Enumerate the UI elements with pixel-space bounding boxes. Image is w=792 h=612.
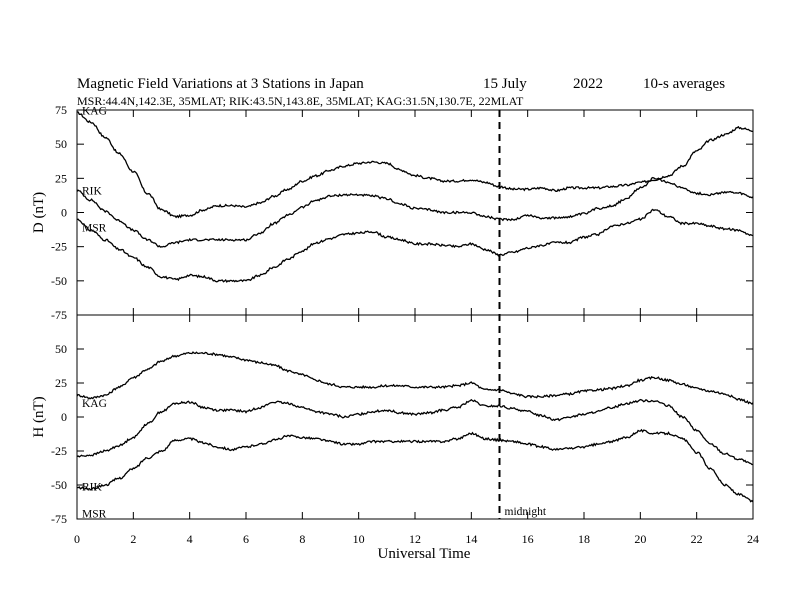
y-tick-label: 0	[61, 410, 67, 424]
y-tick-label: 50	[55, 342, 67, 356]
x-tick-label: 20	[634, 532, 646, 546]
series-line-msr-h	[76, 428, 754, 503]
chart-title-year: 2022	[573, 76, 603, 92]
x-tick-label: 22	[691, 532, 703, 546]
chart-subtitle: MSR:44.4N,142.3E, 35MLAT; RIK:43.5N,143.…	[77, 94, 524, 108]
series-label-rik: RIK	[82, 186, 103, 198]
y-tick-label: -25	[51, 240, 67, 254]
series-line-kag-d	[76, 111, 753, 219]
y-tick-label: 50	[55, 137, 67, 151]
y-tick-label: 0	[61, 206, 67, 220]
x-tick-label: 6	[243, 532, 249, 546]
y-tick-label: -50	[51, 478, 67, 492]
chart-title-date: 15 July	[483, 76, 527, 92]
x-tick-label: 16	[522, 532, 534, 546]
y-tick-label: 25	[55, 171, 67, 185]
x-axis-title: Universal Time	[378, 546, 471, 562]
y-tick-label: 25	[55, 376, 67, 390]
series-label-msr: MSR	[82, 509, 107, 521]
panel-frame	[76, 314, 754, 520]
x-tick-label: 0	[74, 532, 80, 546]
y-tick-label: -75	[51, 512, 67, 526]
series-label-msr: MSR	[82, 222, 107, 234]
x-tick-label: 2	[130, 532, 136, 546]
x-tick-label: 24	[747, 532, 759, 546]
panels-group: 75 50 25 0 -25 -50 -75 D (nT) KAG RIK MSR 50 25 0 -25 -…	[31, 103, 759, 546]
chart-title-averages: 10-s averages	[643, 76, 725, 92]
x-tick-label: 18	[578, 532, 590, 546]
x-tick-label: 4	[187, 532, 193, 546]
chart-title: Magnetic Field Variations at 3 Stations …	[77, 76, 364, 92]
x-tick-label: 12	[409, 532, 421, 546]
y-tick-label: -75	[51, 308, 67, 322]
series-line-msr-d	[76, 208, 754, 283]
y-axis-title: H (nT)	[31, 396, 47, 437]
series-label-kag: KAG	[82, 398, 107, 410]
panel-frame	[76, 109, 754, 316]
series-line-rik-d	[76, 176, 754, 248]
series-label-rik: RIK	[82, 481, 103, 493]
series-line-kag-h	[76, 351, 754, 405]
y-tick-label: -25	[51, 444, 67, 458]
x-tick-label: 14	[465, 532, 477, 546]
series-line-rik-h	[76, 398, 753, 466]
y-axis-title: D (nT)	[31, 192, 47, 233]
series-label-kag: KAG	[82, 106, 107, 118]
y-tick-label: 75	[55, 103, 67, 117]
x-tick-label: 10	[353, 532, 365, 546]
midnight-label: midnight	[505, 506, 547, 518]
y-tick-label: -50	[51, 274, 67, 288]
x-tick-label: 8	[299, 532, 305, 546]
